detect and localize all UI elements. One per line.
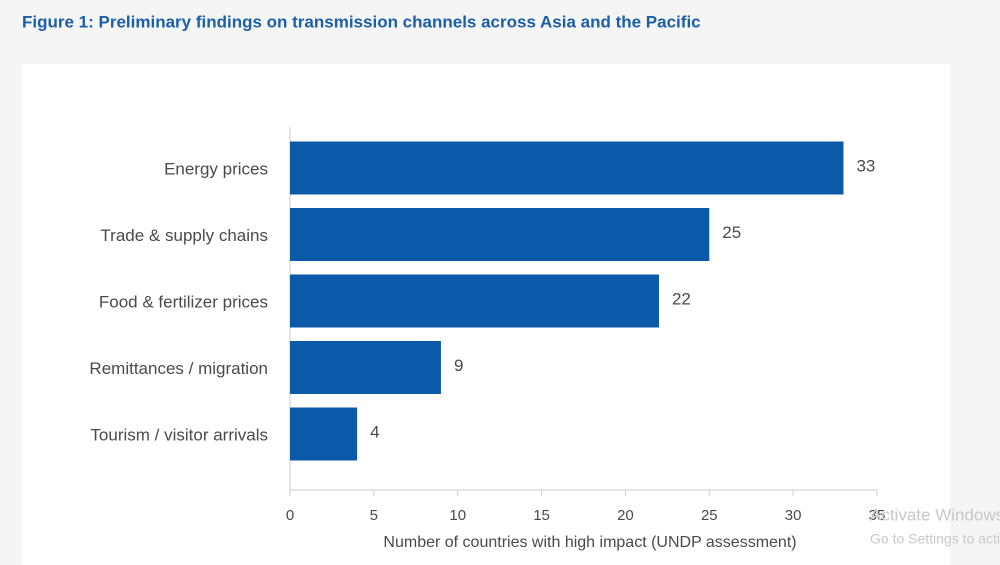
value-label: 22 (672, 289, 691, 308)
watermark-subtitle: Go to Settings to activate Windows. (870, 531, 1000, 547)
x-tick-label: 10 (449, 507, 466, 524)
x-axis-label: Number of countries with high impact (UN… (383, 534, 796, 551)
x-tick-label: 30 (785, 507, 802, 524)
x-tick-label: 25 (701, 507, 718, 524)
bar (290, 407, 358, 461)
value-label: 33 (856, 156, 875, 175)
x-tick-label: 0 (286, 507, 294, 524)
y-tick-label: Remittances / migration (89, 359, 268, 378)
x-tick-label: 5 (370, 507, 378, 524)
bar (290, 208, 710, 261)
chart-title: Figure 1: Preliminary findings on transm… (22, 12, 701, 31)
y-tick-label: Tourism / visitor arrivals (90, 425, 268, 444)
value-label: 4 (370, 422, 379, 441)
y-tick-label: Food & fertilizer prices (99, 292, 268, 311)
bar (290, 141, 844, 195)
value-label: 25 (722, 223, 741, 242)
x-tick-label: 35 (869, 507, 886, 524)
y-tick-label: Energy prices (164, 159, 268, 178)
bar (290, 274, 659, 328)
x-tick-label: 20 (617, 507, 634, 524)
value-label: 9 (454, 356, 463, 375)
bar (290, 341, 441, 394)
watermark-title: Activate Windows (870, 505, 1000, 524)
y-tick-label: Trade & supply chains (100, 226, 268, 245)
x-tick-label: 15 (533, 507, 550, 524)
